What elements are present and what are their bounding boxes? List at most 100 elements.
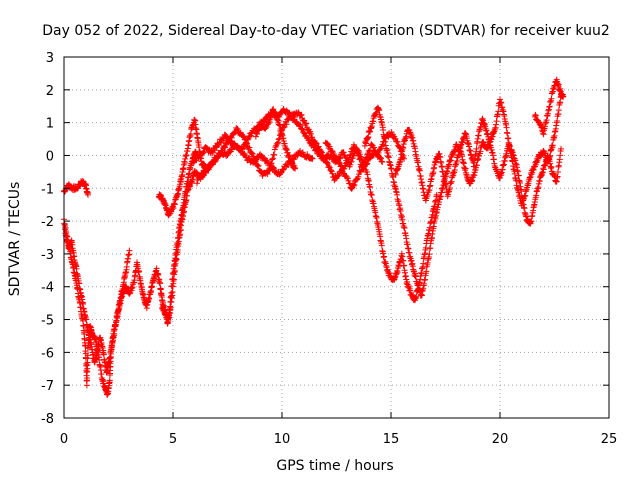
data-point [504, 130, 511, 137]
data-point [254, 163, 261, 170]
data-point [268, 160, 275, 167]
data-point [554, 168, 561, 175]
x-tick-label: 10 [274, 432, 291, 447]
data-point [297, 122, 304, 129]
data-point [420, 260, 427, 267]
data-point [269, 156, 276, 163]
data-point [219, 147, 226, 154]
data-point [416, 167, 423, 174]
data-point [307, 130, 314, 137]
data-point [320, 152, 327, 159]
data-point [243, 139, 250, 146]
data-point [76, 280, 83, 287]
data-point [84, 374, 91, 381]
data-point [341, 152, 348, 159]
data-point [328, 167, 335, 174]
data-point [276, 122, 283, 129]
data-point [217, 151, 224, 158]
data-point [357, 153, 364, 160]
data-point [255, 162, 262, 169]
data-point [378, 242, 385, 249]
data-point [344, 159, 351, 166]
data-point [197, 173, 204, 180]
data-point [298, 111, 305, 118]
y-tick-label: -5 [41, 314, 54, 329]
data-point [379, 159, 386, 166]
data-point [433, 191, 440, 198]
data-point [317, 149, 324, 156]
data-point [242, 153, 249, 160]
data-point [83, 316, 90, 323]
data-point [228, 134, 235, 141]
data-point [272, 144, 279, 151]
data-point [171, 267, 178, 274]
data-point [426, 251, 433, 258]
data-point [269, 155, 276, 162]
plot-frame [63, 56, 610, 419]
y-tick-label: 3 [46, 51, 54, 66]
data-point [254, 162, 261, 169]
y-tick-label: 2 [46, 84, 54, 99]
y-tick-label: 0 [46, 149, 54, 164]
data-point [418, 270, 425, 277]
data-point [321, 155, 328, 162]
data-point [302, 121, 309, 128]
data-point [318, 149, 325, 156]
data-point [272, 167, 279, 174]
data-point [308, 154, 315, 161]
data-point [246, 144, 253, 151]
data-point [198, 170, 205, 177]
data-point [301, 117, 308, 124]
data-point [555, 107, 562, 114]
data-point [208, 162, 215, 169]
y-tick-label: -2 [41, 215, 54, 230]
data-point [347, 151, 354, 158]
data-point [170, 276, 177, 283]
data-point [280, 124, 287, 131]
data-point [252, 157, 259, 164]
data-point [84, 352, 91, 359]
data-point [347, 152, 354, 159]
data-point [248, 150, 255, 157]
data-point [222, 144, 229, 151]
data-point [335, 172, 342, 179]
data-point [233, 126, 240, 133]
data-point [297, 112, 304, 119]
data-point [299, 126, 306, 133]
data-point [271, 151, 278, 158]
x-tick-labels: 0 5 10 15 20 25 [60, 432, 617, 447]
y-tick-labels: -8 -7 -6 -5 -4 -3 -2 -1 0 1 2 3 [41, 51, 54, 427]
y-tick-label: -7 [41, 379, 54, 394]
y-tick-label: -3 [41, 248, 54, 263]
y-tick-label: -4 [41, 281, 54, 296]
data-point [334, 172, 341, 179]
data-point [303, 120, 310, 127]
data-point [300, 129, 307, 136]
data-point [209, 148, 216, 155]
data-point [247, 132, 254, 139]
data-point [377, 155, 384, 162]
data-point [313, 140, 320, 147]
x-tick-label: 15 [383, 432, 400, 447]
data-point [267, 165, 274, 172]
data-point [83, 382, 90, 389]
data-point [274, 140, 281, 147]
grid-lines [64, 57, 609, 418]
data-point [257, 151, 264, 158]
data-point [309, 155, 316, 162]
data-point [243, 140, 250, 147]
data-points [61, 76, 567, 398]
data-point [294, 120, 301, 127]
data-point [473, 145, 480, 152]
data-point [298, 125, 305, 132]
data-point [242, 136, 249, 143]
data-point [246, 133, 253, 140]
y-axis-label: SDTVAR / TECUs [7, 182, 23, 297]
data-point [240, 133, 247, 140]
axis-ticks [63, 56, 610, 419]
data-point [106, 354, 113, 361]
data-point [329, 170, 336, 177]
x-tick-label: 0 [60, 432, 68, 447]
data-point [193, 180, 200, 187]
